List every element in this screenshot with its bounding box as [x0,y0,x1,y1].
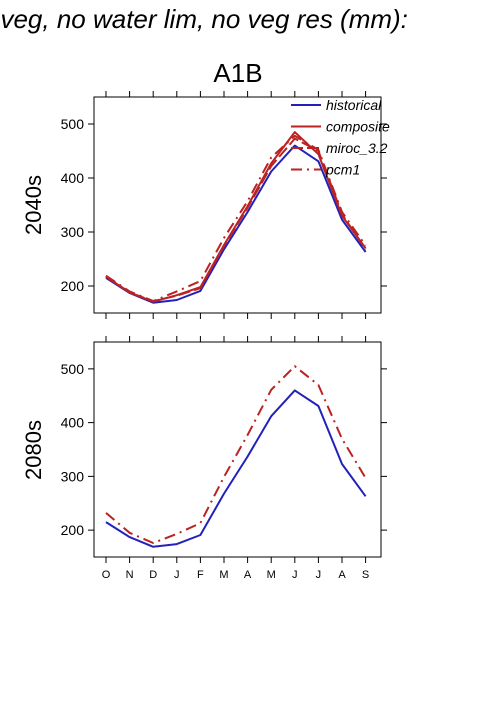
x-tick-label: F [197,569,204,581]
y-tick-label: 400 [61,170,85,186]
scenario-label: A1B [213,58,263,88]
series-line-historical [105,389,367,548]
plot-frame [93,96,382,314]
x-tick-label: M [267,569,276,581]
legend-label: miroc_3.2 [326,140,388,156]
legend-label: historical [326,97,382,113]
panel-2080s: 200 300 400 500 O N D J F M A M J J A S [61,336,387,581]
x-tick-label: M [219,569,228,581]
figure-title: f veg, no water lim, no veg res (mm): [0,4,408,34]
y-tick-label: 500 [61,361,85,377]
legend-label: composite [326,119,390,135]
x-tick-label: J [292,569,298,581]
x-tick-label: O [102,569,111,581]
x-tick-label: D [149,569,157,581]
y-tick-label: 200 [61,522,85,538]
plot-frame [93,341,382,558]
x-tick-label: N [126,569,134,581]
y-tick-label: 400 [61,415,85,431]
legend-label: pcm1 [325,162,360,178]
y-tick-label: 300 [61,468,85,484]
series-line-composite [105,131,367,303]
panel-2040s: 200 300 400 500 historical composite miroc_3.2… [61,91,390,319]
x-tick-label: S [362,569,369,581]
y-tick-label: 200 [61,278,85,294]
y-tick-label: 500 [61,116,85,132]
series-line-pcm1 [105,365,367,544]
x-tick-label: A [244,569,252,581]
y-tick-label: 300 [61,224,85,240]
x-tick-label: J [316,569,322,581]
x-tick-label: A [338,569,346,581]
series-line-pcm1 [105,134,367,303]
x-tick-label: J [174,569,180,581]
